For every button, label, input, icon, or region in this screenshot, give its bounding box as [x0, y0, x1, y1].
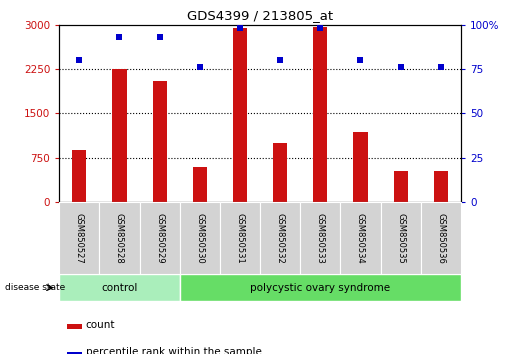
Bar [59, 274, 180, 301]
Text: GSM850533: GSM850533 [316, 213, 325, 263]
Bar [193, 167, 207, 202]
Bar [393, 171, 408, 202]
Bar [434, 171, 448, 202]
Text: control: control [101, 282, 138, 293]
Point [397, 64, 405, 70]
Text: disease state: disease state [5, 283, 65, 292]
Point [236, 25, 244, 31]
Bar [99, 202, 140, 274]
Bar [180, 274, 461, 301]
Text: percentile rank within the sample: percentile rank within the sample [85, 347, 262, 354]
Bar [273, 143, 287, 202]
Text: GSM850536: GSM850536 [436, 213, 445, 263]
Bar [233, 28, 247, 202]
Text: GSM850534: GSM850534 [356, 213, 365, 263]
Point [276, 57, 284, 63]
Text: GSM850529: GSM850529 [155, 213, 164, 263]
Point [356, 57, 365, 63]
Text: GSM850528: GSM850528 [115, 213, 124, 263]
Text: GSM850532: GSM850532 [276, 213, 285, 263]
Point [316, 25, 324, 31]
Bar [67, 324, 82, 329]
Text: GSM850527: GSM850527 [75, 213, 84, 263]
Bar [112, 69, 127, 202]
Title: GDS4399 / 213805_at: GDS4399 / 213805_at [187, 9, 333, 22]
Text: GSM850531: GSM850531 [235, 213, 245, 263]
Point [156, 34, 164, 40]
Bar [140, 202, 180, 274]
Bar [381, 202, 421, 274]
Text: GSM850530: GSM850530 [195, 213, 204, 263]
Text: polycystic ovary syndrome: polycystic ovary syndrome [250, 282, 390, 293]
Text: GSM850535: GSM850535 [396, 213, 405, 263]
Point [437, 64, 445, 70]
Bar [421, 202, 461, 274]
Point [196, 64, 204, 70]
Bar [353, 132, 368, 202]
Bar [72, 150, 87, 202]
Bar [152, 81, 167, 202]
Text: count: count [85, 320, 115, 330]
Point [115, 34, 124, 40]
Bar [260, 202, 300, 274]
Bar [180, 202, 220, 274]
Bar [59, 202, 99, 274]
Bar [220, 202, 260, 274]
Bar [67, 352, 82, 354]
Bar [340, 202, 381, 274]
Bar [313, 27, 328, 202]
Bar [300, 202, 340, 274]
Point [75, 57, 83, 63]
